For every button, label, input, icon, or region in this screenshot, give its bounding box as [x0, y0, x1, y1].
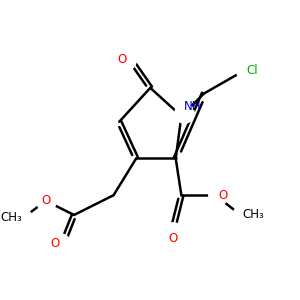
Text: CH₃: CH₃ — [242, 208, 264, 221]
Text: O: O — [51, 237, 60, 250]
Text: O: O — [117, 53, 126, 66]
Text: O: O — [218, 189, 227, 202]
Text: Cl: Cl — [246, 64, 258, 77]
Text: O: O — [41, 194, 50, 207]
Text: CH₃: CH₃ — [0, 211, 22, 224]
Text: O: O — [168, 232, 178, 245]
Text: NH: NH — [184, 100, 202, 113]
